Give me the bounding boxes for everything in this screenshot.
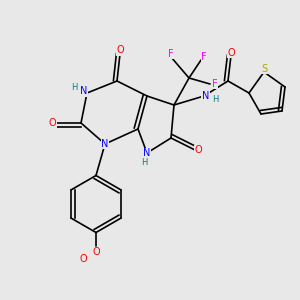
Text: O: O xyxy=(227,47,235,58)
Text: S: S xyxy=(261,64,267,74)
Text: H: H xyxy=(212,94,219,103)
Text: O: O xyxy=(80,254,87,264)
Text: N: N xyxy=(80,86,88,97)
Text: F: F xyxy=(212,79,217,89)
Text: F: F xyxy=(168,49,174,59)
Text: F: F xyxy=(201,52,207,62)
Text: O: O xyxy=(116,45,124,56)
Text: O: O xyxy=(194,145,202,155)
Text: H: H xyxy=(141,158,147,167)
Text: N: N xyxy=(143,148,151,158)
Text: O: O xyxy=(49,118,56,128)
Text: N: N xyxy=(101,139,109,149)
Text: H: H xyxy=(71,83,78,92)
Text: N: N xyxy=(202,91,209,101)
Text: O: O xyxy=(92,247,100,257)
